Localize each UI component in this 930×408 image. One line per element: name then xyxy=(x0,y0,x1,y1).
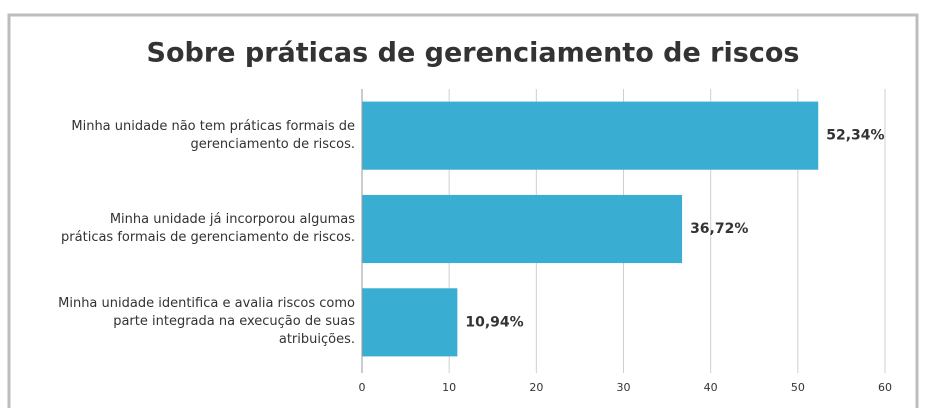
y-tick-label: Minha unidade não tem práticas formais d… xyxy=(20,106,355,166)
bar xyxy=(362,194,683,264)
bar xyxy=(362,101,819,170)
x-tick-label: 60 xyxy=(878,381,892,394)
bar xyxy=(362,288,458,357)
y-tick-label: Minha unidade já incorporou algumas prát… xyxy=(20,199,355,259)
x-tick-label: 10 xyxy=(442,381,456,394)
value-label: 52,34% xyxy=(826,128,884,144)
y-tick-text: Minha unidade não tem práticas formais d… xyxy=(71,118,355,152)
category-label-box: Minha unidade já incorporou algumas prát… xyxy=(20,199,355,259)
chart-title: Sobre práticas de gerenciamento de risco… xyxy=(147,38,800,69)
category-label-box: Minha unidade não tem práticas formais d… xyxy=(20,106,355,166)
value-label: 36,72% xyxy=(690,221,748,237)
y-tick-text: Minha unidade identifica e avalia riscos… xyxy=(58,296,355,348)
y-tick-text: Minha unidade já incorporou algumas prát… xyxy=(61,212,355,245)
x-tick-label: 0 xyxy=(359,381,366,394)
x-tick-label: 20 xyxy=(529,381,543,394)
category-label-box: Minha unidade identifica e avalia riscos… xyxy=(20,292,355,352)
x-tick-label: 40 xyxy=(704,381,718,394)
x-tick-label: 50 xyxy=(791,381,805,394)
x-tick-label: 30 xyxy=(617,381,631,394)
y-tick-label: Minha unidade identifica e avalia riscos… xyxy=(20,292,355,352)
value-label: 10,94% xyxy=(465,314,523,330)
